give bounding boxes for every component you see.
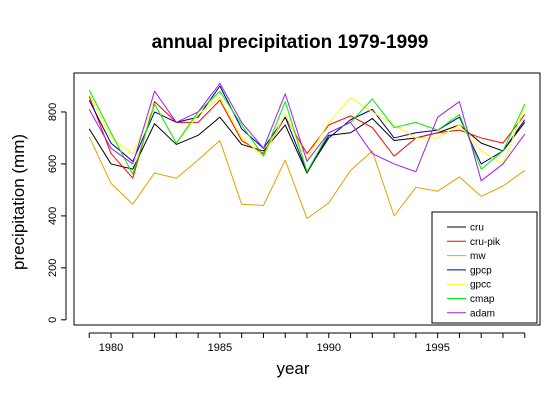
series-line-cmap — [88, 89, 526, 175]
x-tick-label: 1990 — [317, 342, 341, 354]
y-tick-label: 400 — [47, 207, 59, 225]
y-tick-label: 800 — [47, 103, 59, 121]
legend-label-cru-pik: cru-pik — [470, 237, 501, 248]
y-tick-label: 200 — [47, 259, 59, 277]
y-tick-label: 600 — [47, 155, 59, 173]
series-line-mw — [88, 136, 526, 219]
legend-label-adam: adam — [470, 308, 495, 319]
plot-area-frame — [73, 72, 541, 326]
chart-title: annual precipitation 1979-1999 — [152, 32, 429, 53]
x-axis-title: year — [276, 359, 309, 378]
series-line-adam — [88, 82, 526, 182]
x-axis: 1980 1985 1990 1995 — [88, 332, 526, 354]
series-line-cru-pik — [88, 96, 526, 179]
legend-box — [431, 211, 538, 324]
x-tick-label: 1980 — [99, 342, 123, 354]
legend-label-cru: cru — [470, 223, 484, 234]
y-axis-title: precipitation (mm) — [9, 134, 28, 270]
legend-label-cmap: cmap — [470, 294, 495, 305]
y-axis: 0 200 400 600 800 — [47, 103, 67, 323]
x-tick-label: 1995 — [425, 342, 449, 354]
y-tick-label: 0 — [47, 317, 59, 323]
legend-label-gpcp: gpcp — [470, 265, 492, 276]
series-lines — [88, 82, 526, 219]
legend-label-gpcc: gpcc — [470, 280, 491, 291]
legend: cru cru-pik mw gpcp gpcc cmap adam — [431, 211, 538, 324]
x-tick-label: 1985 — [208, 342, 232, 354]
series-line-cru — [88, 116, 526, 174]
legend-label-mw: mw — [470, 251, 486, 262]
